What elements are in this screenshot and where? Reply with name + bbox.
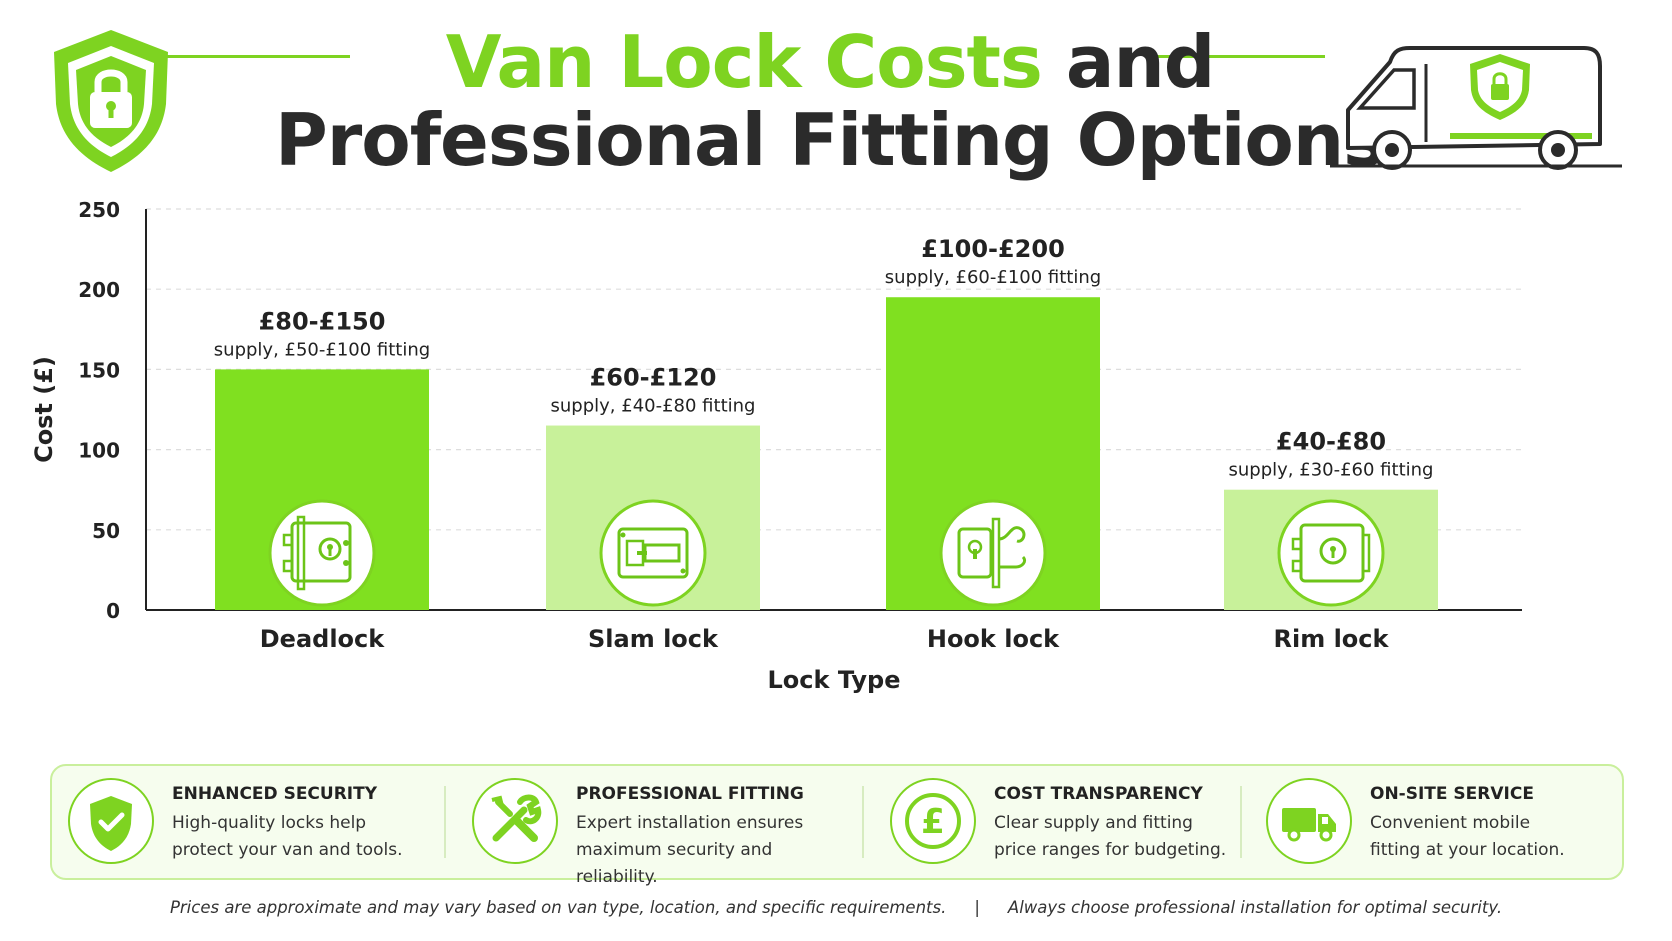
title-accent: Van Lock Costs [445,20,1043,104]
y-axis-title: Cost (£) [30,356,58,463]
footer-advice: Always choose professional installation … [1007,898,1503,917]
page-title-line-1: Van Lock Costs and [180,22,1480,102]
feature-icon-circle [472,778,558,864]
x-tick-label: Slam lock [588,625,719,653]
feature-icon-circle [1266,778,1352,864]
footer-disclaimer: Prices are approximate and may vary base… [169,898,947,917]
shield-check-icon [90,796,132,851]
bar-icon-badge [1277,499,1385,607]
van-icon [1330,46,1622,170]
feature-divider [444,786,446,858]
feature-description: Expert installation ensures maximum secu… [576,813,804,887]
x-tick-label: Hook lock [927,625,1060,653]
feature-on-site-service: ON-SITE SERVICE Convenient mobile fittin… [1250,766,1620,878]
features-panel: ENHANCED SECURITY High-quality locks hel… [50,764,1624,887]
feature-description: High-quality locks help protect your van… [172,813,403,860]
bar-price-label: £80-£150 [259,307,386,335]
feature-divider [1240,786,1242,858]
feature-enhanced-security: ENHANCED SECURITY High-quality locks hel… [52,766,442,878]
y-tick-label: 200 [78,278,120,302]
footer-note: Prices are approximate and may vary base… [0,898,1672,917]
bar-price-label: £40-£80 [1276,428,1386,456]
bar-chart: 0 50 100 150 200 250 Cost (£) £80-£150 supply, £… [30,198,1522,694]
feature-title: ENHANCED SECURITY [172,784,378,804]
feature-title: PROFESSIONAL FITTING [576,784,804,804]
x-axis-title: Lock Type [768,666,901,694]
title-rest: and [1041,20,1215,104]
x-tick-label: Rim lock [1274,625,1390,653]
shield-lock-icon [54,30,168,172]
header: Van Lock Costs and Professional Fitting … [0,0,1672,190]
rim-lock-icon [1291,523,1371,583]
y-tick-label: 150 [78,358,120,382]
bar-fitting-label: supply, £50-£100 fitting [214,339,430,360]
feature-divider [862,786,864,858]
y-tick-label: 250 [78,198,120,222]
y-tick-label: 50 [92,519,120,543]
footer-separator: | [974,898,980,917]
feature-description: Convenient mobile fitting at your locati… [1370,813,1565,860]
y-tick-label: 0 [106,599,120,623]
chart: 0 50 100 150 200 250 Cost (£) £80-£150 supply, £… [0,195,1672,755]
bar-price-label: £60-£120 [590,364,717,392]
title-rule-right [1145,55,1325,58]
bar-fitting-label: supply, £30-£60 fitting [1229,460,1434,481]
feature-title: COST TRANSPARENCY [994,784,1203,804]
page-title-line-2: Professional Fitting Options [274,98,1386,182]
bar-price-label: £100-£200 [921,235,1065,263]
deadlock-icon [282,515,352,591]
bar-icon-badge [599,499,707,607]
slam-lock-icon [617,527,689,579]
feature-cost-transparency: £ COST TRANSPARENCY Clear supply and fit… [874,766,1234,878]
bar-fitting-label: supply, £60-£100 fitting [885,267,1101,288]
x-tick-label: Deadlock [260,625,386,653]
feature-title: ON-SITE SERVICE [1370,784,1534,804]
title-rule-left [160,55,350,58]
pound-icon: £ [905,793,961,849]
hook-lock-icon [957,517,1027,589]
feature-icon-circle [68,778,154,864]
delivery-van-icon [1282,808,1336,842]
svg-text:£: £ [921,802,945,842]
bar-fitting-label: supply, £40-£80 fitting [551,396,756,417]
feature-icon-circle: £ [890,778,976,864]
feature-description: Clear supply and fitting price ranges fo… [994,813,1227,860]
tools-icon [491,794,542,842]
y-tick-label: 100 [78,439,120,463]
feature-professional-fitting: PROFESSIONAL FITTING Expert installation… [456,766,856,887]
